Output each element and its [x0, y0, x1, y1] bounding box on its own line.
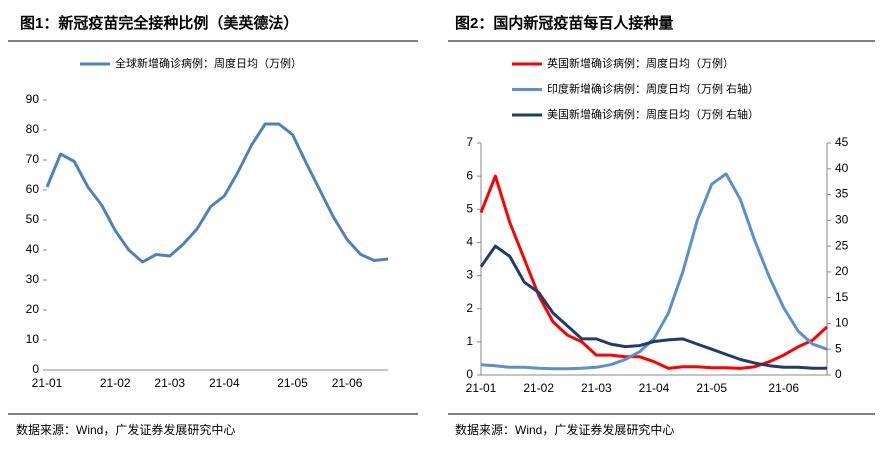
- y-tick-label: 0: [466, 367, 473, 381]
- line-series: [45, 122, 389, 264]
- y-tick-label: 70: [26, 152, 40, 166]
- y2-tick-label: 30: [835, 213, 849, 227]
- y2-tick-label: 10: [835, 316, 849, 330]
- legend-label: 美国新增确诊病例：周度日均（万例 右轴）: [547, 107, 759, 121]
- y2-tick-label: 45: [835, 135, 849, 149]
- y-tick-label: 3: [466, 268, 473, 282]
- source: 数据来源：Wind，广发证券发展研究中心: [16, 422, 235, 437]
- legend-label: 全球新增确诊病例：周度日均（万例）: [115, 56, 302, 70]
- source: 数据来源：Wind，广发证券发展研究中心: [455, 422, 674, 437]
- x-tick-label: 21-03: [154, 376, 185, 390]
- legend-label: 英国新增确诊病例：周度日均（万例）: [547, 56, 734, 70]
- y-tick-label: 10: [26, 332, 40, 346]
- y-tick-label: 50: [26, 212, 40, 226]
- x-tick-label: 21-06: [332, 376, 363, 390]
- y-tick-label: 2: [466, 301, 473, 315]
- line-series: [479, 244, 827, 370]
- line-series: [479, 174, 829, 370]
- x-tick-label: 21-05: [277, 376, 308, 390]
- x-tick-label: 21-04: [639, 381, 670, 395]
- y2-tick-label: 40: [835, 161, 849, 175]
- y-tick-label: 30: [26, 272, 40, 286]
- y-tick-label: 5: [466, 201, 473, 215]
- y2-tick-label: 0: [835, 367, 842, 381]
- y-tick-label: 60: [26, 182, 40, 196]
- chart-title: 图1：新冠疫苗完全接种比例（美英德法）: [20, 14, 298, 32]
- x-tick-label: 21-05: [696, 381, 727, 395]
- line-series: [480, 172, 828, 371]
- y-tick-label: 4: [466, 235, 473, 249]
- chart-title: 图2：国内新冠疫苗每百人接种量: [455, 14, 673, 32]
- y-tick-label: 90: [26, 92, 40, 106]
- x-tick-label: 21-06: [768, 381, 799, 395]
- y-tick-label: 40: [26, 242, 40, 256]
- x-tick-label: 21-03: [581, 381, 612, 395]
- y2-tick-label: 5: [835, 341, 842, 355]
- x-tick-label: 21-02: [100, 376, 131, 390]
- y-tick-label: 20: [26, 302, 40, 316]
- y2-tick-label: 20: [835, 264, 849, 278]
- y2-tick-label: 15: [835, 290, 849, 304]
- y-tick-label: 0: [32, 362, 39, 376]
- y2-tick-label: 35: [835, 187, 849, 201]
- x-tick-label: 21-01: [466, 381, 497, 395]
- y-tick-label: 1: [466, 334, 473, 348]
- y-tick-label: 7: [466, 135, 473, 149]
- x-tick-label: 21-02: [523, 381, 554, 395]
- y-tick-label: 80: [26, 122, 40, 136]
- x-tick-label: 21-04: [209, 376, 240, 390]
- y2-tick-label: 25: [835, 238, 849, 252]
- y-tick-label: 6: [466, 168, 473, 182]
- legend-label: 印度新增确诊病例：周度日均（万例 右轴）: [547, 81, 759, 95]
- x-tick-label: 21-01: [32, 376, 63, 390]
